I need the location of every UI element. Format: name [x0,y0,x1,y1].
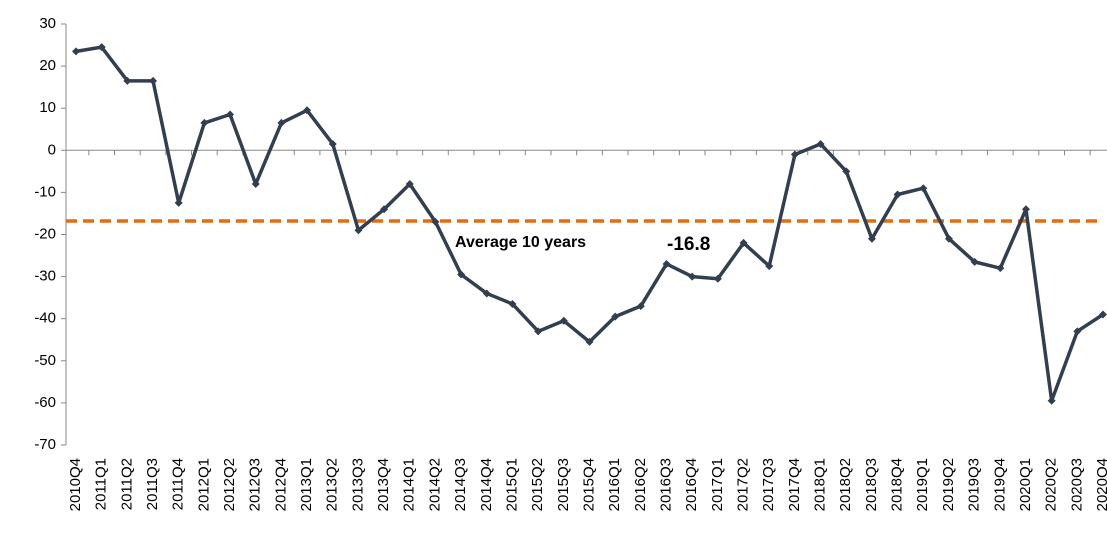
data-point [277,118,286,127]
x-tick-label: 2019Q4 [991,458,1008,511]
x-tick-label: 2014Q3 [452,458,469,511]
x-tick-label: 2011Q2 [118,458,135,510]
data-point [251,179,260,188]
x-tick-label: 2013Q1 [298,458,315,511]
x-tick-label: 2017Q2 [735,458,752,511]
data-point [457,270,466,279]
x-tick-label: 2014Q2 [426,458,443,511]
x-tick-label: 2016Q1 [606,458,623,511]
data-point [1099,310,1107,319]
x-tick-label: 2014Q1 [401,458,418,511]
x-tick-label: 2013Q3 [349,458,366,511]
data-point [534,327,543,336]
x-tick-label: 2011Q3 [144,458,161,510]
data-point [765,262,774,271]
data-point [611,312,620,321]
x-tick-label: 2018Q3 [863,458,880,511]
y-tick-label: -30 [34,268,56,285]
data-point [174,198,183,207]
data-point [559,316,568,325]
data-point [431,217,440,226]
data-point [72,47,80,56]
x-tick-label: 2011Q1 [93,458,110,510]
x-tick-label: 2015Q3 [555,458,572,511]
data-point [1047,396,1056,405]
data-point [303,106,312,115]
x-tick-label: 2020Q2 [1043,458,1060,511]
data-point [354,226,363,235]
data-point [226,110,235,119]
x-tick-label: 2012Q2 [221,458,238,511]
data-point [996,264,1005,273]
data-point [328,139,337,148]
data-point [816,139,825,148]
y-tick-label: 0 [48,141,56,158]
x-tick-label: 2013Q2 [324,458,341,511]
data-point [97,43,106,52]
x-tick-label: 2017Q4 [786,458,803,511]
y-tick-label: -10 [34,183,56,200]
data-point [713,274,722,283]
y-tick-label: 30 [39,15,56,32]
x-tick-label: 2012Q1 [195,458,212,511]
x-tick-label: 2020Q1 [1017,458,1034,511]
data-point [944,234,953,243]
data-point [1073,327,1082,336]
data-point [688,272,697,281]
x-tick-label: 2018Q1 [812,458,829,511]
x-tick-label: 2013Q4 [375,458,392,511]
data-point [919,184,928,193]
x-tick-label: 2015Q4 [580,458,597,511]
x-tick-label: 2016Q2 [632,458,649,511]
data-point [970,257,979,266]
data-point [200,118,209,127]
y-tick-label: -40 [34,310,56,327]
x-tick-label: 2012Q4 [272,458,289,511]
data-point [739,238,748,247]
average-value: -16.8 [667,234,710,255]
x-tick-label: 2020Q3 [1068,458,1085,511]
x-tick-label: 2018Q2 [837,458,854,511]
x-tick-label: 2012Q3 [247,458,264,511]
data-point [585,337,594,346]
y-tick-label: 20 [39,57,56,74]
x-tick-label: 2019Q3 [966,458,983,511]
x-tick-label: 2018Q4 [889,458,906,511]
x-tick-label: 2015Q2 [529,458,546,511]
data-point [662,259,671,268]
y-tick-label: -60 [34,394,56,411]
y-tick-label: -50 [34,352,56,369]
y-tick-label: -20 [34,225,56,242]
x-tick-label: 2014Q4 [478,458,495,511]
data-point [867,234,876,243]
x-tick-label: 2017Q1 [709,458,726,511]
data-point [636,302,645,311]
data-point [149,76,158,85]
x-tick-label: 2015Q1 [503,458,520,511]
x-tick-label: 2020Q4 [1094,458,1107,511]
x-tick-label: 2019Q1 [914,458,931,511]
data-point [405,179,414,188]
x-tick-label: 2010Q4 [67,458,84,511]
average-label: Average 10 years [455,234,586,251]
y-tick-label: -70 [34,436,56,453]
data-point [1021,205,1030,214]
x-tick-label: 2017Q3 [760,458,777,511]
x-tick-label: 2016Q3 [657,458,674,511]
data-point [123,76,132,85]
x-tick-label: 2016Q4 [683,458,700,511]
data-point [842,167,851,176]
data-point [380,205,389,214]
data-line [75,45,1104,403]
x-tick-label: 2011Q4 [170,458,187,510]
data-point [482,289,491,298]
data-point [893,190,902,199]
data-point [508,299,517,308]
y-tick-label: 10 [39,99,56,116]
x-tick-label: 2019Q2 [940,458,957,511]
data-point [790,150,799,159]
